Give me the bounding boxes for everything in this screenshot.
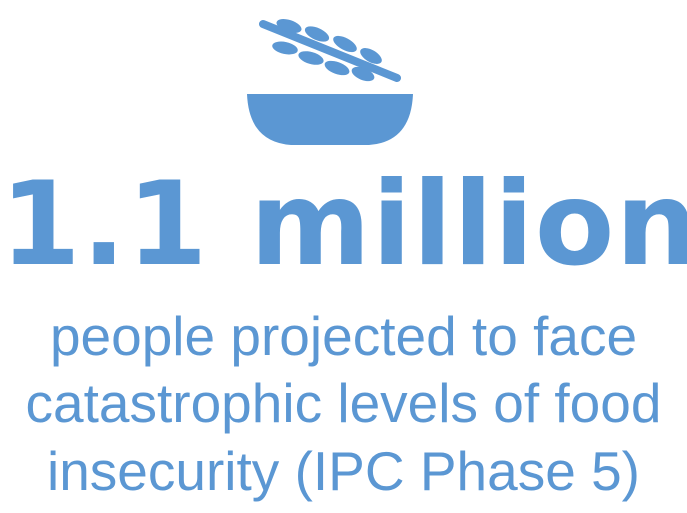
stat-value: 1.1 million (0, 157, 687, 292)
description-line-1: people projected to face (49, 305, 638, 367)
description-line-3: insecurity (IPC Phase 5) (47, 440, 640, 502)
grain-bowl-icon (245, 18, 415, 146)
description-line-2: catastrophic levels of food (25, 372, 662, 434)
